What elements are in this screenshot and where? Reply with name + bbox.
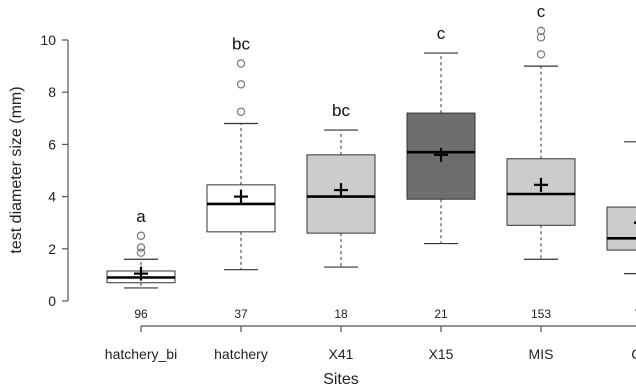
outlier-point <box>236 80 246 89</box>
x-tick-label-CS: CS <box>631 346 636 362</box>
box-group-MIS <box>506 26 576 260</box>
iqr-box <box>506 158 576 226</box>
significance-letter-hatchery_bi: a <box>136 207 146 226</box>
y-axis: 0 2 4 6 8 10 <box>40 32 69 309</box>
box-group-hatchery <box>206 59 276 271</box>
significance-letter-X41: bc <box>332 101 350 120</box>
outlier-point <box>536 33 546 42</box>
x-tick-label-X41: X41 <box>329 346 354 362</box>
box-group-CS <box>606 141 636 275</box>
outlier-point <box>236 107 246 116</box>
x-tick-label-hatchery_bi: hatchery_bi <box>105 346 177 362</box>
x-tick-label-MIS: MIS <box>529 346 554 362</box>
count-label-hatchery: 37 <box>234 307 248 321</box>
count-label-CS: 75 <box>634 307 636 321</box>
x-tick-label-hatchery: hatchery <box>214 346 268 362</box>
boxes-layer <box>106 26 636 289</box>
y-tick-label: 2 <box>48 241 56 257</box>
outlier-point <box>236 59 246 68</box>
y-tick-label: 6 <box>48 136 56 152</box>
count-label-X15: 21 <box>434 307 448 321</box>
count-label-MIS: 153 <box>531 307 551 321</box>
y-tick-label: 8 <box>48 84 56 100</box>
y-tick-label: 0 <box>48 293 56 309</box>
y-tick-label: 4 <box>48 189 56 205</box>
significance-letter-hatchery: bc <box>232 34 250 53</box>
labels-layer: 96a37bc18bc21c153c75b <box>134 2 636 321</box>
count-label-X41: 18 <box>334 307 348 321</box>
x-tick-label-X15: X15 <box>429 346 454 362</box>
x-axis-title: Sites <box>323 371 359 388</box>
iqr-box <box>606 206 636 251</box>
significance-letter-X15: c <box>437 24 446 43</box>
y-axis-title: test diameter size (mm) <box>8 86 25 253</box>
box-group-X15 <box>406 52 476 245</box>
x-axis: hatchery_bi hatchery X41 X15 MIS CS <box>105 325 636 362</box>
outlier-point <box>536 50 546 59</box>
outlier-point <box>536 26 546 36</box>
outlier-point <box>136 231 146 240</box>
box-group-X41 <box>306 129 376 268</box>
outlier-point <box>136 248 146 257</box>
outlier-point <box>136 243 146 252</box>
y-tick-label: 10 <box>40 32 56 48</box>
significance-letter-MIS: c <box>537 2 546 21</box>
box-group-hatchery_bi <box>106 231 176 289</box>
count-label-hatchery_bi: 96 <box>134 307 148 321</box>
